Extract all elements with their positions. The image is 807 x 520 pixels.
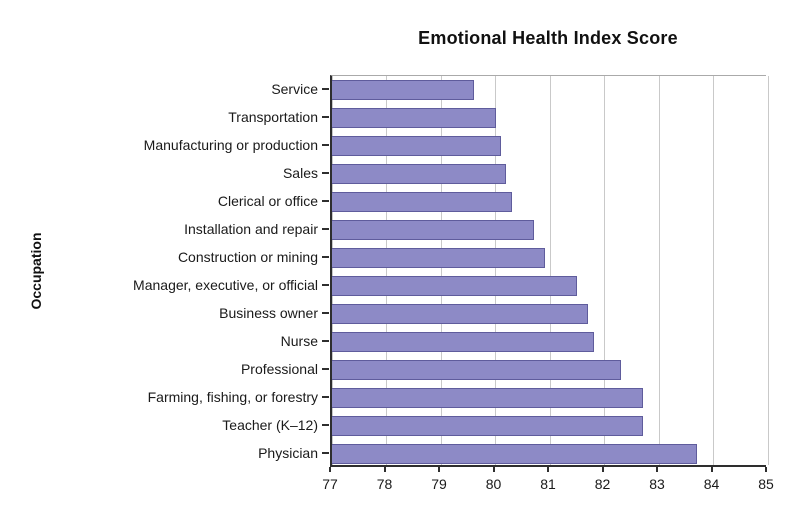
y-axis-tick-mark	[322, 452, 329, 454]
category-label: Farming, fishing, or forestry	[147, 389, 318, 405]
x-axis-tick-mark	[710, 467, 713, 472]
category-label: Nurse	[280, 333, 318, 349]
category-label: Construction or mining	[177, 249, 318, 265]
gridline	[549, 76, 551, 465]
category-label: Professional	[240, 361, 318, 377]
y-axis-tick-mark	[322, 228, 329, 230]
y-axis-tick-mark	[322, 340, 329, 342]
x-axis-tick-mark	[383, 467, 386, 472]
category-label: Physician	[258, 445, 318, 461]
bar	[332, 388, 643, 408]
x-axis-tick-mark	[438, 467, 440, 472]
x-axis-tick-mark	[492, 467, 495, 472]
category-label: Transportation	[228, 109, 318, 125]
x-tick-label: 81	[540, 476, 556, 492]
category-label: Business owner	[219, 305, 318, 321]
x-tick-label: 85	[758, 476, 774, 492]
gridline	[495, 76, 496, 465]
gridline	[767, 76, 769, 465]
x-tick-label: 77	[322, 476, 338, 492]
y-axis-tick-mark	[322, 144, 329, 146]
x-axis-tick-mark	[547, 467, 549, 472]
x-axis-tick-mark	[765, 467, 767, 472]
y-axis-tick-mark	[322, 312, 329, 314]
x-axis-tick-mark	[656, 467, 658, 472]
category-label: Sales	[282, 165, 318, 181]
bar	[332, 332, 594, 352]
bar	[332, 304, 589, 324]
bar	[332, 360, 621, 380]
x-tick-label: 80	[485, 476, 502, 492]
x-tick-label: 82	[594, 476, 611, 492]
chart-title: Emotional Health Index Score	[418, 28, 678, 48]
y-axis-tick-mark	[322, 368, 329, 370]
y-axis-tick-mark	[322, 200, 329, 202]
gridline	[386, 76, 387, 465]
bar	[332, 164, 507, 184]
bar	[332, 108, 496, 128]
category-label: Installation and repair	[184, 221, 318, 237]
bar	[332, 80, 474, 100]
category-label: Teacher (K–12)	[222, 417, 318, 433]
x-tick-label: 84	[703, 476, 720, 492]
gridline	[440, 76, 442, 465]
bar	[332, 276, 578, 296]
y-axis-tick-mark	[322, 116, 329, 118]
category-label: Service	[271, 81, 318, 97]
bar	[332, 416, 643, 436]
x-tick-label: 78	[376, 476, 393, 492]
category-label: Clerical or office	[217, 193, 318, 209]
category-label: Manager, executive, or official	[133, 277, 318, 293]
y-axis-tick-mark	[322, 396, 329, 398]
y-axis-tick-mark	[322, 256, 329, 258]
gridline	[604, 76, 605, 465]
y-axis-tick-mark	[322, 284, 329, 286]
y-axis-tick-mark	[322, 424, 329, 426]
x-tick-label: 79	[431, 476, 447, 492]
x-axis-tick-mark	[601, 467, 604, 472]
gridline	[331, 76, 333, 465]
bar	[332, 136, 501, 156]
gridline	[713, 76, 714, 465]
y-axis-tick-mark	[322, 88, 329, 90]
bar	[332, 248, 545, 268]
plot-area	[330, 75, 769, 467]
bar	[332, 444, 698, 464]
bar	[332, 192, 512, 212]
category-label: Manufacturing or production	[143, 137, 318, 153]
x-tick-label: 83	[649, 476, 665, 492]
bar	[332, 220, 534, 240]
gridline	[658, 76, 660, 465]
x-axis-tick-mark	[329, 467, 331, 472]
y-axis-tick-mark	[322, 172, 329, 174]
